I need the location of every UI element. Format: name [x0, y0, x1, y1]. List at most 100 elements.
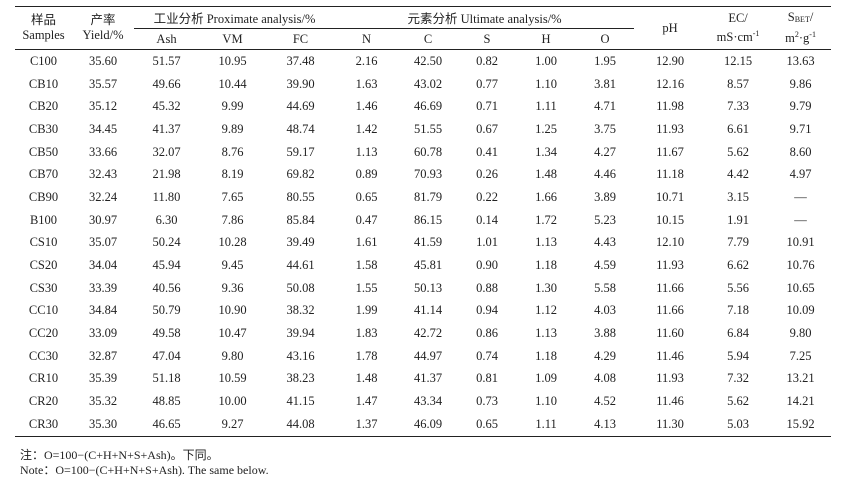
cell-yield: 35.39: [88, 371, 118, 386]
cell-ph: 10.71: [655, 189, 685, 204]
cell-ph: 10.15: [655, 212, 685, 227]
cell-ph: 11.93: [656, 258, 684, 273]
cell-h: 1.12: [535, 303, 557, 318]
cell-n: 1.78: [355, 348, 378, 363]
cell-yield: 34.84: [88, 303, 118, 318]
cell-ash: 50.79: [152, 303, 181, 318]
cell-sbet: 8.60: [789, 144, 812, 159]
cell-sample: CB50: [28, 144, 59, 159]
cell-s: 0.81: [476, 371, 498, 386]
cell-vm: 9.80: [221, 348, 244, 363]
cell-ash: 51.18: [152, 371, 181, 386]
cell-ph: 11.66: [656, 303, 684, 318]
cell-c: 46.09: [398, 413, 459, 437]
cell-s: 0.14: [476, 212, 498, 227]
cell-c: 41.37: [413, 371, 443, 386]
cell-n: 1.48: [355, 371, 378, 386]
cell-ash: 47.04: [152, 348, 181, 363]
cell-vm: 10.00: [218, 394, 247, 409]
cell-c: 86.15: [413, 212, 443, 227]
cell-n: 1.47: [355, 394, 378, 409]
cell-sample: CB70: [28, 167, 59, 182]
cell-ash: 41.37: [152, 121, 181, 136]
cell-ash: 50.24: [152, 235, 181, 250]
cell-ec: 5.94: [727, 348, 749, 363]
cell-yield: 30.97: [88, 212, 118, 227]
cell-s: 0.90: [476, 258, 498, 273]
cell-h: 1.66: [535, 189, 557, 204]
cell-ash: 46.65: [134, 413, 199, 437]
cell-vm: 7.86: [221, 212, 244, 227]
cell-ph: 11.67: [656, 144, 684, 159]
cell-s: 0.74: [476, 348, 498, 363]
table-row: CB50 33.66 32.07 8.76 59.17 1.13 60.78 0.41 1.34…: [15, 141, 831, 164]
table-row: CB90 32.24 11.80 7.65 80.55 0.65 81.79 0.22 1.66…: [15, 186, 831, 209]
cell-fc: 41.15: [286, 394, 315, 409]
cell-sbet: 9.86: [789, 76, 812, 91]
cell-n: 0.65: [355, 189, 378, 204]
cell-ec: 6.84: [727, 326, 749, 341]
cell-sample: CR10: [28, 371, 59, 386]
cell-ash: 49.66: [152, 76, 181, 91]
cell-h: 1.30: [535, 280, 557, 295]
cell-fc: 85.84: [286, 212, 315, 227]
cell-ec: 7.33: [727, 99, 749, 114]
table-row: CR10 35.39 51.18 10.59 38.23 1.48 41.37 0.81 1.0…: [15, 368, 831, 391]
table-row: B100 30.97 6.30 7.86 85.84 0.47 86.15 0.14 1.72 5…: [15, 209, 831, 232]
cell-fc: 50.08: [286, 280, 315, 295]
cell-fc: 39.90: [286, 76, 315, 91]
cell-vm: 10.28: [218, 235, 247, 250]
cell-ec: 7.79: [727, 235, 749, 250]
cell-s: 0.22: [476, 189, 498, 204]
cell-c: 41.59: [413, 235, 443, 250]
cell-sample: CR20: [28, 394, 59, 409]
cell-ash: 48.85: [152, 394, 181, 409]
cell-n: 1.83: [355, 326, 378, 341]
table-row: CR30 35.30 46.65 9.27 44.08 1.37 46.09 0.65 1.11…: [15, 413, 832, 437]
cell-o: 3.75: [594, 121, 616, 136]
cell-o: 3.88: [594, 326, 616, 341]
cell-h: 1.18: [535, 348, 557, 363]
cell-n: 1.46: [355, 99, 378, 114]
cell-s: 0.26: [476, 167, 498, 182]
cell-h: 1.10: [535, 394, 557, 409]
cell-o: 5.58: [594, 280, 616, 295]
cell-s: 0.67: [476, 121, 498, 136]
cell-vm: 9.36: [221, 280, 244, 295]
cell-ph: 11.30: [634, 413, 707, 437]
cell-o: 4.08: [594, 371, 616, 386]
table-row: CC20 33.09 49.58 10.47 39.94 1.83 42.72 0.86 1.1…: [15, 322, 831, 345]
cell-sbet: 10.76: [786, 258, 815, 273]
header-ultimate-group: 元素分析 Ultimate analysis/%: [335, 6, 635, 29]
cell-fc: 38.23: [286, 371, 315, 386]
header-ph: pH: [634, 6, 707, 50]
cell-yield: 35.60: [88, 53, 118, 68]
cell-vm: 10.47: [218, 326, 247, 341]
cell-ph: 12.90: [655, 53, 685, 68]
cell-ph: 11.66: [656, 280, 684, 295]
header-sbet: SBET/ m2·g-1: [770, 6, 832, 50]
cell-s: 1.01: [476, 235, 498, 250]
cell-c: 46.69: [413, 99, 443, 114]
cell-ph: 12.10: [655, 235, 685, 250]
cell-c: 81.79: [413, 189, 443, 204]
cell-ash: 32.07: [152, 144, 181, 159]
cell-n: 1.13: [355, 144, 378, 159]
cell-yield: 35.57: [88, 76, 118, 91]
cell-vm: 9.99: [221, 99, 244, 114]
cell-ash: 51.57: [152, 53, 181, 68]
cell-sbet: 10.65: [786, 280, 815, 295]
cell-sample: CS20: [29, 258, 58, 273]
cell-ec: 5.03: [706, 413, 771, 437]
cell-h: 1.10: [535, 76, 557, 91]
cell-n: 1.37: [335, 413, 399, 437]
header-c: C: [398, 28, 459, 50]
cell-s: 0.82: [476, 53, 498, 68]
cell-yield: 33.09: [88, 326, 118, 341]
cell-c: 70.93: [413, 167, 443, 182]
cell-ec: 5.62: [727, 394, 749, 409]
cell-n: 1.63: [355, 76, 378, 91]
cell-yield: 33.66: [88, 144, 118, 159]
table-header: 样品 Samples 产率 Yield/% 工业分析 Proximate ana…: [15, 6, 832, 50]
table-body: C100 35.60 51.57 10.95 37.48 2.16 42.50 0.82 1.0…: [15, 50, 832, 437]
